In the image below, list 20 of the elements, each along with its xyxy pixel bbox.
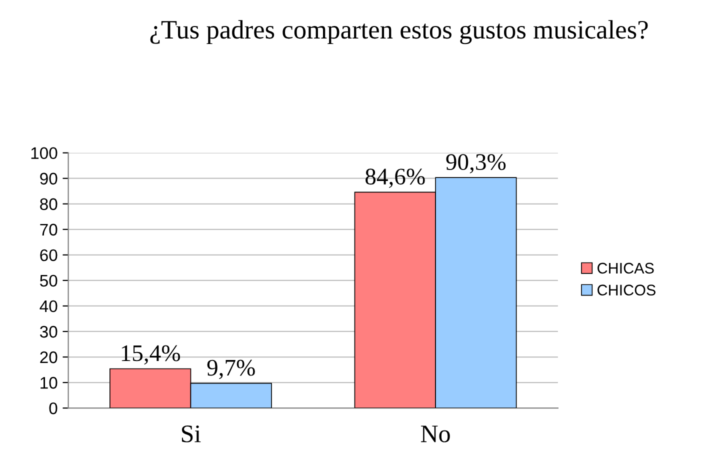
x-tick-label: No xyxy=(420,426,450,442)
y-tick-label: 60 xyxy=(40,249,58,262)
data-label: 90,3% xyxy=(446,154,506,174)
y-tick-label: 0 xyxy=(49,402,58,414)
y-tick-label: 40 xyxy=(40,300,58,312)
y-tick-label: 50 xyxy=(40,274,58,287)
legend-label: CHICAS xyxy=(598,262,654,274)
chart-title: ¿Tus padres comparten estos gustos musicales? xyxy=(150,20,648,44)
data-label: 15,4% xyxy=(122,345,180,365)
data-label: 84,6% xyxy=(366,168,425,188)
y-tick-label: 10 xyxy=(40,376,58,389)
y-tick-label: 20 xyxy=(40,351,58,364)
legend-label: CHICOS xyxy=(598,284,656,296)
data-label: 9,7% xyxy=(207,360,255,380)
y-tick-label: 70 xyxy=(40,224,58,236)
y-tick-label: 80 xyxy=(40,198,58,210)
y-tick-label: 30 xyxy=(40,326,58,338)
y-tick-label: 90 xyxy=(40,172,58,185)
x-tick-label: Si xyxy=(182,426,201,442)
y-tick-label: 100 xyxy=(31,147,58,160)
